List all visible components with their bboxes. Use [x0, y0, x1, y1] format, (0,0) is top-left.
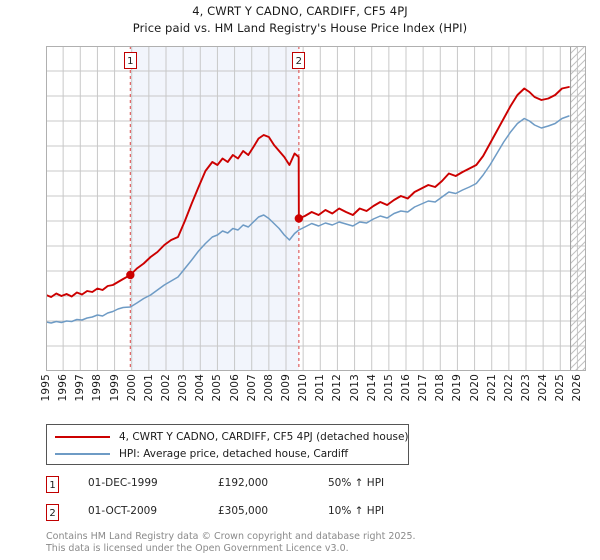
price-chart: [46, 45, 586, 371]
x-tick-label: 2003: [177, 374, 190, 402]
x-tick-label: 2013: [348, 374, 361, 402]
x-tick-label: 2010: [297, 374, 310, 402]
x-tick-label: 2008: [262, 374, 275, 402]
legend-label-property: 4, CWRT Y CADNO, CARDIFF, CF5 4PJ (detac…: [119, 431, 409, 443]
footer-line-1: Contains HM Land Registry data © Crown c…: [46, 531, 416, 542]
legend-label-hpi: HPI: Average price, detached house, Card…: [119, 448, 349, 460]
x-tick-label: 2023: [520, 374, 532, 402]
plot-area: [46, 45, 586, 371]
x-tick-label: 2026: [571, 374, 584, 402]
series-layer: [46, 85, 570, 324]
x-tick-label: 2016: [400, 374, 412, 402]
transaction-date-2: 01-OCT-2009: [88, 505, 157, 517]
sale-marker-2[interactable]: 2: [292, 52, 306, 69]
x-tick-label: 2017: [417, 374, 430, 402]
x-tick-label: 2018: [434, 374, 447, 402]
x-tick-label: 2014: [365, 374, 378, 402]
x-tick-label: 1997: [74, 374, 87, 402]
transaction-hpi-delta-1: 50% ↑ HPI: [328, 477, 385, 489]
chart-legend: 4, CWRT Y CADNO, CARDIFF, CF5 4PJ (detac…: [46, 424, 409, 465]
x-tick-label: 2015: [382, 374, 395, 402]
x-tick-label: 2005: [211, 374, 224, 402]
transaction-price-1: £192,000: [218, 477, 269, 489]
transaction-index-1: 1: [46, 476, 59, 493]
grid-layer: [46, 45, 586, 371]
x-tick-label: 2009: [280, 374, 292, 402]
legend-swatch-property: [55, 436, 110, 438]
x-tick-label: 2000: [125, 374, 138, 402]
page-title: 4, CWRT Y CADNO, CARDIFF, CF5 4PJ: [192, 4, 408, 18]
legend-swatch-hpi: [55, 453, 110, 455]
transaction-date-1: 01-DEC-1999: [88, 477, 158, 489]
x-tick-label: 1995: [40, 374, 52, 402]
x-tick-label: 1996: [57, 374, 70, 402]
transaction-hpi-delta-2: 10% ↑ HPI: [328, 505, 385, 517]
footer: Contains HM Land Registry data © Crown c…: [46, 531, 586, 554]
x-tick-label: 2012: [331, 374, 344, 402]
table-row[interactable]: 2 01-OCT-2009 £305,000 10% ↑ HPI: [46, 504, 466, 522]
x-tick-label: 2002: [160, 374, 172, 402]
x-tick-label: 2024: [537, 374, 550, 402]
y-axis: £0£50K£100K£150K£200K£250K£300K£350K£400…: [0, 0, 46, 560]
x-tick-label: 2019: [451, 374, 464, 402]
page-subtitle: Price paid vs. HM Land Registry's House …: [132, 21, 468, 35]
x-tick-label: 2022: [502, 374, 515, 402]
x-tick-label: 2021: [485, 374, 498, 402]
x-tick-label: 2006: [228, 374, 241, 402]
x-axis: 1995 1996 1997 1998 1999 2000 2001 2002 2003 2004…: [40, 374, 586, 414]
x-tick-label: 2007: [245, 374, 258, 402]
x-tick-label: 1998: [91, 374, 104, 402]
x-tick-label: 2001: [142, 374, 155, 402]
legend-item-hpi: HPI: Average price, detached house, Card…: [55, 447, 348, 461]
x-tick-label: 2004: [194, 374, 207, 402]
x-tick-label: 1999: [108, 374, 121, 402]
legend-item-property: 4, CWRT Y CADNO, CARDIFF, CF5 4PJ (detac…: [55, 430, 409, 444]
x-tick-label: 2020: [468, 374, 481, 402]
transaction-index-2: 2: [46, 504, 59, 521]
table-row[interactable]: 1 01-DEC-1999 £192,000 50% ↑ HPI: [46, 476, 466, 494]
x-tick-label: 2011: [314, 374, 327, 402]
sale-marker-1[interactable]: 1: [123, 52, 137, 69]
transaction-price-2: £305,000: [218, 505, 269, 517]
footer-line-2: This data is licensed under the Open Gov…: [46, 542, 349, 554]
x-tick-label: 2025: [554, 374, 567, 402]
